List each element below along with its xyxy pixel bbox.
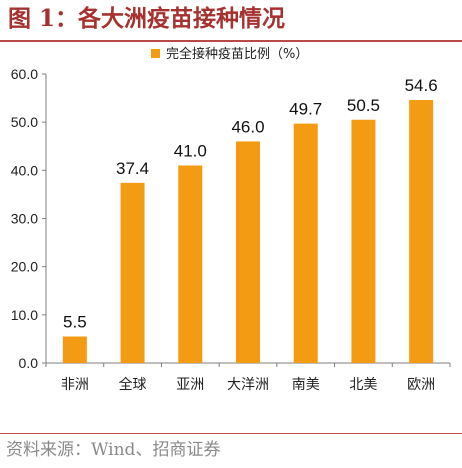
y-tick-label: 30.0 <box>11 211 38 227</box>
bar-7 <box>409 100 434 363</box>
x-category-label: 南美 <box>292 377 320 393</box>
bar-chart: 0.0 10.0 20.0 30.0 40.0 50.0 60.0 5.5 非洲 37.4 全球 41… <box>11 66 451 393</box>
bar-2 <box>120 182 145 363</box>
y-tick-label: 50.0 <box>11 114 38 130</box>
chart-legend: 完全接种疫苗比例（%） <box>151 46 308 64</box>
data-label: 37.4 <box>116 159 149 178</box>
y-tick-label: 20.0 <box>11 259 38 275</box>
legend-label: 完全接种疫苗比例（%） <box>166 47 309 62</box>
title-divider <box>0 40 462 42</box>
y-tick-label: 60.0 <box>11 66 38 82</box>
x-category-label: 北美 <box>349 377 377 393</box>
bar-3 <box>178 165 203 363</box>
bar-5 <box>293 123 318 363</box>
x-category-label: 欧洲 <box>407 377 435 393</box>
x-category-label: 全球 <box>119 376 147 393</box>
y-tick-label: 0.0 <box>19 355 39 371</box>
x-category-label: 亚洲 <box>176 377 204 393</box>
bar-4 <box>236 141 260 363</box>
legend-swatch <box>151 49 160 58</box>
figure-title: 图 1：各大洲疫苗接种情况 <box>8 5 286 32</box>
x-category-label: 非洲 <box>61 377 89 393</box>
bar-6 <box>351 119 376 363</box>
data-label: 54.6 <box>405 76 438 95</box>
data-label: 41.0 <box>174 142 207 161</box>
y-tick-label: 40.0 <box>11 162 38 178</box>
bar-1 <box>62 336 87 363</box>
data-label: 49.7 <box>289 100 322 119</box>
data-label: 46.0 <box>231 117 264 136</box>
y-tick-label: 10.0 <box>11 307 38 323</box>
source-note: 资料来源：Wind、招商证券 <box>6 440 221 460</box>
data-label: 5.5 <box>63 313 87 332</box>
x-category-label: 大洋洲 <box>227 377 269 393</box>
data-label: 50.5 <box>347 96 380 115</box>
source-divider <box>0 433 462 434</box>
